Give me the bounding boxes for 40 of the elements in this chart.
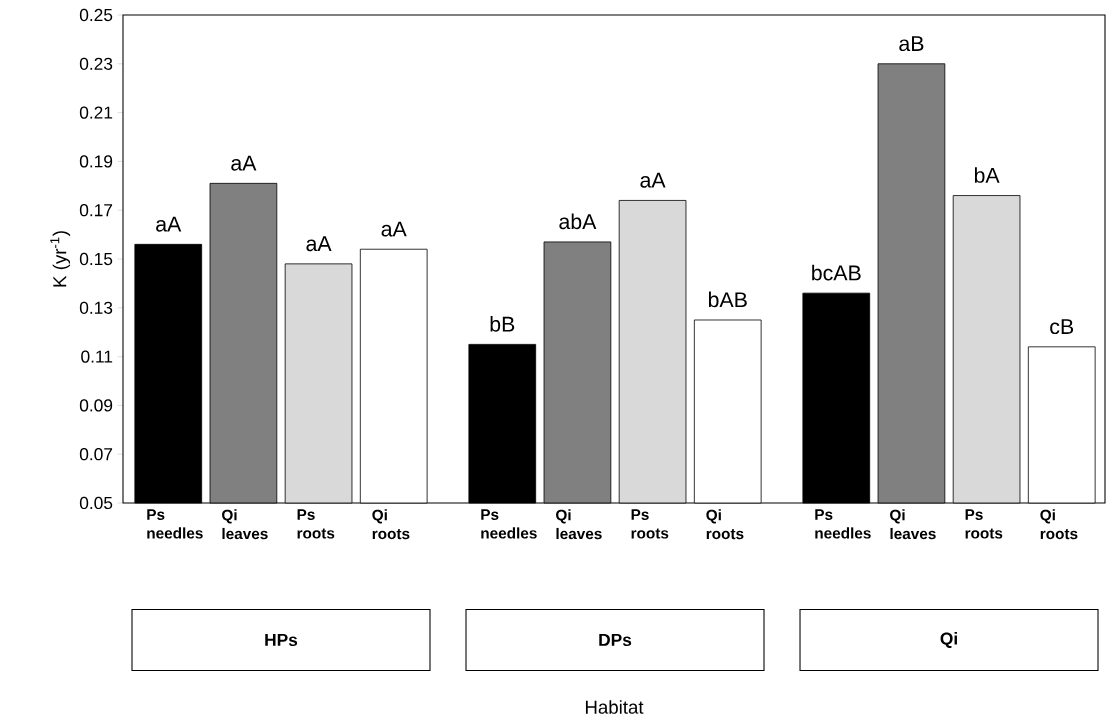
annotation: bA [974, 167, 1000, 183]
x-tick-label: HPs [265, 633, 298, 647]
annotation: aB [899, 36, 924, 52]
annotation: aA [381, 221, 407, 237]
annotation: cB [1050, 319, 1074, 335]
y-tick-label: 0.07 [79, 448, 113, 461]
x-tick-label: DPs [599, 633, 632, 647]
annotation: bAB [708, 291, 747, 308]
y-tick-label: 0.05 [79, 496, 113, 510]
text: Ps needles [815, 509, 871, 539]
y-tick-label: 0.17 [79, 204, 113, 217]
y-tick-label: 0.25 [79, 8, 113, 22]
text: Qi roots [1040, 509, 1078, 540]
y-tick-label: 0.13 [79, 301, 113, 314]
text: Qi leaves [890, 509, 936, 540]
y-tick-label: 0.09 [79, 399, 113, 412]
x-tick-label: Qi [940, 632, 957, 648]
text: Qi leaves [556, 509, 602, 540]
series-label: Qi roots [372, 509, 410, 540]
annotation: aA [306, 236, 332, 252]
annotation: abA [559, 213, 597, 230]
y-tick-label: 0.19 [79, 155, 113, 168]
series-label: Ps needles [147, 509, 203, 539]
annotation: aA [640, 172, 666, 188]
y-tick-label: 0.23 [79, 57, 113, 70]
y-tick-label: 0.21 [79, 106, 113, 119]
text: Ps roots [965, 509, 1003, 539]
text: Ps roots [631, 509, 669, 539]
x-axis-title: Habitat [585, 700, 644, 714]
annotation: aA [156, 216, 182, 232]
y-tick-label: 0.15 [79, 252, 113, 266]
y-tick-label: 0.11 [81, 350, 113, 363]
annotation: aA [231, 155, 257, 171]
text: Ps needles [481, 509, 537, 539]
annotation: bB [490, 316, 515, 332]
y-axis-title: K (yr$^{-1}$) [50, 231, 71, 287]
series-label: Ps roots [297, 509, 335, 539]
annotation: bcAB [812, 264, 861, 281]
series-label: Qi leaves [222, 509, 268, 540]
text: Qi roots [706, 509, 744, 540]
